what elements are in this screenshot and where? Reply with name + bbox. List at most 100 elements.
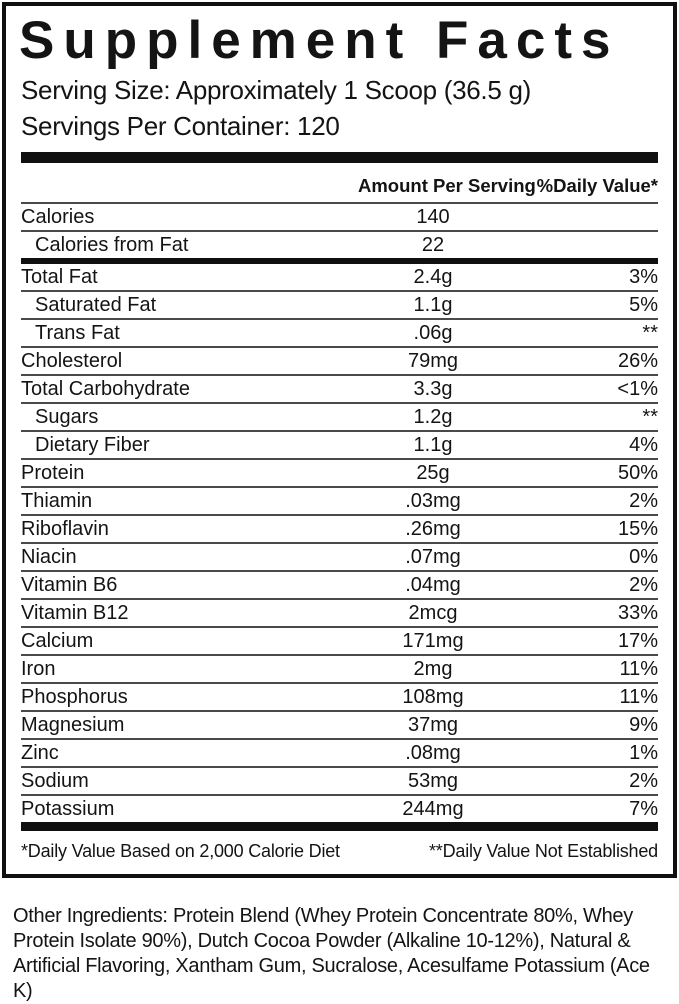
nutrient-amount: .04mg [405, 574, 461, 597]
nutrient-daily-value: 50% [617, 462, 658, 485]
nutrient-amount: 1.1g [413, 294, 453, 317]
thick-divider-top [21, 152, 658, 164]
nutrient-table: Calories 140 Calories from Fat 22 Total … [21, 204, 658, 822]
table-row: Iron 2mg 11% [21, 656, 658, 685]
footnotes-row: *Daily Value Based on 2,000 Calorie Diet… [21, 831, 658, 862]
nutrient-amount: 108mg [402, 686, 464, 709]
table-row: Calcium 171mg 17% [21, 628, 658, 657]
nutrient-name: Iron [21, 658, 56, 681]
table-row: Calories 140 [21, 204, 658, 233]
nutrient-amount: .03mg [405, 490, 461, 513]
table-row: Total Fat 2.4g 3% [21, 264, 658, 293]
table-header-row: Amount Per Serving %Daily Value* [21, 163, 658, 205]
table-row: Sugars 1.2g ** [21, 404, 658, 433]
nutrient-amount: 37mg [407, 714, 459, 737]
nutrient-name: Calories from Fat [35, 234, 189, 257]
table-row: Sodium 53mg 2% [21, 768, 658, 797]
nutrient-name: Sugars [35, 406, 99, 429]
nutrient-daily-value [508, 234, 658, 256]
nutrient-daily-value: 15% [617, 518, 658, 541]
nutrient-amount: 1.1g [413, 434, 453, 457]
table-row: Total Carbohydrate 3.3g <1% [21, 376, 658, 405]
table-row: Protein 25g 50% [21, 460, 658, 489]
nutrient-name: Vitamin B6 [21, 574, 118, 597]
nutrient-amount: 171mg [402, 630, 464, 653]
nutrient-daily-value: 11% [619, 686, 658, 709]
nutrient-name: Vitamin B12 [21, 602, 129, 625]
table-row: Magnesium 37mg 9% [21, 712, 658, 741]
nutrient-amount: 2mg [413, 658, 453, 681]
table-row: Cholesterol 79mg 26% [21, 348, 658, 377]
nutrient-name: Magnesium [21, 714, 125, 737]
nutrient-amount: .06g [413, 322, 453, 345]
nutrient-name: Zinc [21, 742, 59, 765]
nutrient-name: Riboflavin [21, 518, 109, 541]
nutrient-daily-value: 3% [629, 266, 658, 289]
nutrient-name: Total Carbohydrate [21, 378, 190, 401]
table-row: Dietary Fiber 1.1g 4% [21, 432, 658, 461]
nutrient-daily-value: 26% [617, 350, 658, 373]
nutrient-name: Calories [21, 206, 95, 229]
panel-title: Supplement Facts [19, 11, 620, 70]
nutrient-daily-value: 2% [629, 574, 658, 597]
table-row: Vitamin B12 2mcg 33% [21, 600, 658, 629]
not-established-footnote: **Daily Value Not Established [429, 841, 658, 862]
nutrient-daily-value: 33% [617, 602, 658, 625]
table-row: Calories from Fat 22 [21, 232, 658, 265]
nutrient-daily-value: 17% [617, 630, 658, 653]
table-row: Thiamin .03mg 2% [21, 488, 658, 517]
table-row: Trans Fat .06g ** [21, 320, 658, 349]
nutrient-amount: 1.2g [413, 406, 453, 429]
nutrient-name: Niacin [21, 546, 77, 569]
nutrient-daily-value: 11% [619, 658, 658, 681]
nutrient-amount: .07mg [405, 546, 461, 569]
nutrient-name: Sodium [21, 770, 89, 793]
nutrient-daily-value: <1% [617, 378, 658, 401]
table-row: Phosphorus 108mg 11% [21, 684, 658, 713]
nutrient-name: Thiamin [21, 490, 93, 513]
nutrient-daily-value: 4% [629, 434, 658, 457]
nutrient-daily-value: 9% [629, 714, 658, 737]
daily-value-header: %Daily Value* [536, 175, 658, 197]
other-ingredients-text: Other Ingredients: Protein Blend (Whey P… [13, 905, 650, 1002]
nutrient-amount: 22 [421, 234, 445, 257]
nutrient-amount: 140 [416, 206, 450, 229]
nutrient-daily-value: 1% [629, 742, 658, 765]
nutrient-amount: .26mg [405, 518, 461, 541]
amount-per-serving-header: Amount Per Serving [358, 175, 536, 197]
table-row: Niacin .07mg 0% [21, 544, 658, 573]
nutrient-name: Total Fat [21, 266, 98, 289]
table-row: Zinc .08mg 1% [21, 740, 658, 769]
serving-size-text: Serving Size: Approximately 1 Scoop (36.… [21, 75, 531, 106]
nutrient-daily-value: 0% [629, 546, 658, 569]
header-spacer [21, 175, 358, 197]
nutrient-amount: 3.3g [413, 378, 453, 401]
nutrient-amount: 2.4g [413, 266, 453, 289]
nutrient-daily-value: 5% [629, 294, 658, 317]
nutrient-name: Calcium [21, 630, 94, 653]
nutrient-name: Protein [21, 462, 85, 485]
table-row: Riboflavin .26mg 15% [21, 516, 658, 545]
daily-value-footnote: *Daily Value Based on 2,000 Calorie Diet [21, 841, 340, 862]
nutrient-name: Trans Fat [35, 322, 120, 345]
table-row: Saturated Fat 1.1g 5% [21, 292, 658, 321]
nutrient-name: Potassium [21, 798, 115, 821]
nutrient-daily-value: 7% [629, 798, 658, 821]
nutrient-name: Phosphorus [21, 686, 128, 709]
servings-per-container-text: Servings Per Container: 120 [21, 111, 340, 142]
nutrient-name: Dietary Fiber [35, 434, 150, 457]
nutrient-name: Saturated Fat [35, 294, 157, 317]
nutrient-daily-value: ** [642, 406, 658, 429]
thick-divider-bottom [21, 822, 658, 832]
nutrient-name: Cholesterol [21, 350, 123, 373]
nutrient-amount: 25g [416, 462, 450, 485]
supplement-facts-panel: Supplement Facts Serving Size: Approxima… [2, 2, 677, 878]
table-row: Potassium 244mg 7% [21, 796, 658, 822]
nutrient-daily-value: ** [642, 322, 658, 345]
nutrient-amount: 244mg [402, 798, 464, 821]
nutrient-amount: 53mg [407, 770, 459, 793]
nutrient-daily-value: 2% [629, 490, 658, 513]
nutrient-amount: .08mg [405, 742, 461, 765]
nutrient-daily-value: 2% [629, 770, 658, 793]
table-row: Vitamin B6 .04mg 2% [21, 572, 658, 601]
